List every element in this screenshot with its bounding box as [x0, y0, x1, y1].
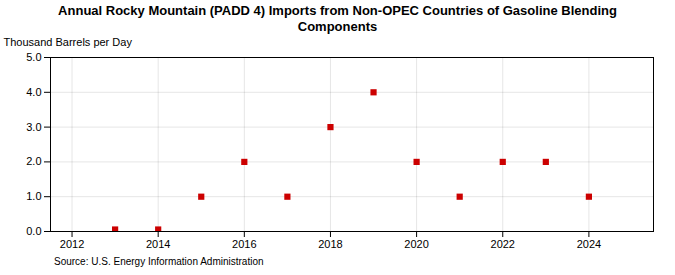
- svg-text:Thousand Barrels per Day: Thousand Barrels per Day: [4, 36, 133, 48]
- svg-text:2018: 2018: [318, 238, 342, 250]
- html-text:Source: U.S. Energy Informatio: Source: U.S. Energy Information Administ…: [54, 256, 264, 267]
- svg-text:2020: 2020: [404, 238, 428, 250]
- svg-text:2.0: 2.0: [26, 155, 41, 167]
- svg-text:5.0: 5.0: [26, 51, 41, 63]
- svg-text:2022: 2022: [491, 238, 515, 250]
- svg-text:0.0: 0.0: [26, 225, 41, 237]
- html-text:Annual Rocky Mountain (PADD 4): Annual Rocky Mountain (PADD 4) Imports f…: [58, 3, 617, 34]
- svg-text:4.0: 4.0: [26, 86, 41, 98]
- svg-text:2024: 2024: [577, 238, 601, 250]
- svg-text:1.0: 1.0: [26, 190, 41, 202]
- svg-text:2016: 2016: [232, 238, 256, 250]
- svg-text:3.0: 3.0: [26, 121, 41, 133]
- svg-text:2012: 2012: [60, 238, 84, 250]
- svg-text:2014: 2014: [146, 238, 170, 250]
